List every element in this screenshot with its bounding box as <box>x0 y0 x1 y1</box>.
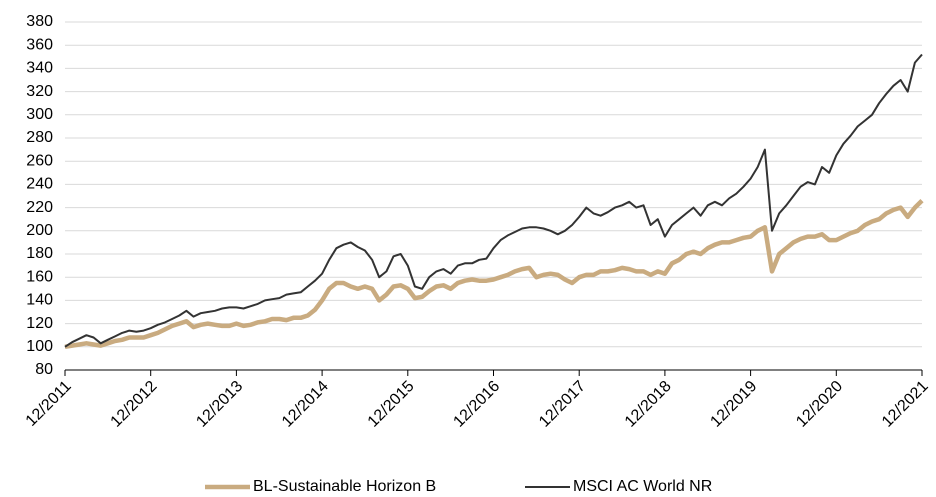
y-tick-label: 300 <box>26 106 53 123</box>
x-tick-label: 12/2017 <box>536 378 589 431</box>
x-tick-label: 12/2016 <box>450 378 503 431</box>
y-tick-label: 260 <box>26 152 53 169</box>
y-tick-label: 140 <box>26 292 53 309</box>
y-tick-label: 240 <box>26 176 53 193</box>
y-tick-label: 320 <box>26 83 53 100</box>
y-tick-label: 100 <box>26 338 53 355</box>
legend-label: BL-Sustainable Horizon B <box>253 478 436 495</box>
x-tick-label: 12/2020 <box>793 378 846 431</box>
series-line <box>64 198 924 350</box>
y-tick-label: 200 <box>26 222 53 239</box>
y-tick-label: 380 <box>26 13 53 30</box>
x-tick-label: 12/2014 <box>279 378 332 431</box>
legend-label: MSCI AC World NR <box>573 478 712 495</box>
x-tick-label: 12/2018 <box>622 378 675 431</box>
x-tick-label: 12/2015 <box>365 378 418 431</box>
y-tick-label: 360 <box>26 36 53 53</box>
x-tick-label: 12/2021 <box>879 378 932 431</box>
y-tick-label: 180 <box>26 245 53 262</box>
y-tick-label: 220 <box>26 199 53 216</box>
y-tick-label: 340 <box>26 60 53 77</box>
y-tick-label: 80 <box>35 361 53 378</box>
y-tick-label: 120 <box>26 315 53 332</box>
y-tick-label: 160 <box>26 268 53 285</box>
x-tick-label: 12/2019 <box>707 378 760 431</box>
y-tick-label: 280 <box>26 129 53 146</box>
x-tick-label: 12/2011 <box>23 378 75 430</box>
x-tick-label: 12/2012 <box>108 378 161 431</box>
series-line <box>64 53 923 348</box>
x-tick-label: 12/2013 <box>193 378 246 431</box>
